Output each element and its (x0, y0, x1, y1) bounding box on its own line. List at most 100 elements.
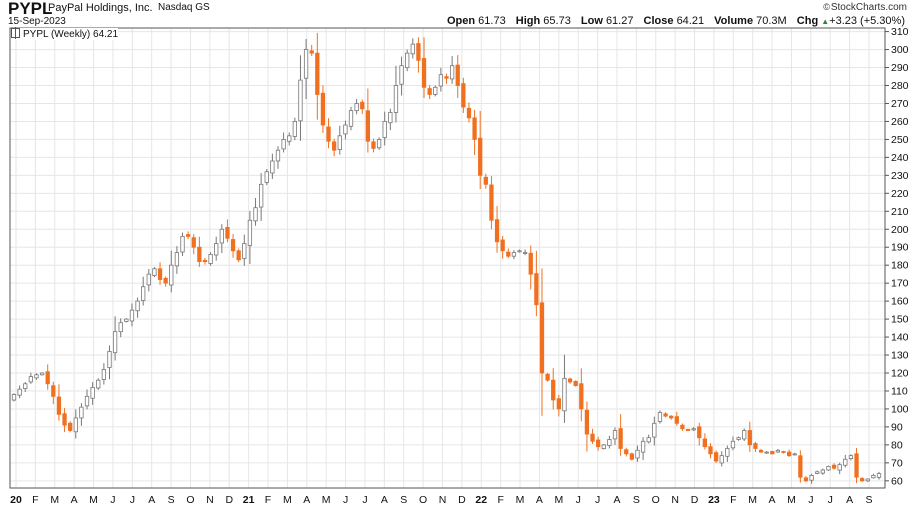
candle-body (264, 171, 269, 183)
y-tick-label: 100 (891, 403, 909, 415)
candle-body (629, 453, 634, 460)
candle-body (287, 135, 292, 142)
candle-body (826, 466, 831, 471)
candle-body (348, 110, 354, 127)
x-tick-label: A (769, 494, 776, 506)
candle-body (118, 322, 123, 333)
candle-body (573, 380, 578, 386)
candle-body (854, 453, 859, 478)
candle-body (219, 228, 224, 244)
x-axis: 20 F M A M J J A S O N D 21 F M A M J J A S O N D 22 F M A M J J A S O N D 2… (10, 494, 872, 506)
candle-body (702, 438, 708, 448)
x-tick-label: M (516, 494, 525, 506)
candle-body (792, 453, 797, 456)
open-value: 61.73 (478, 15, 506, 27)
candle-body (393, 85, 399, 113)
y-tick-label: 220 (891, 188, 909, 200)
candle-body (39, 372, 45, 376)
x-tick-label: D (225, 494, 233, 506)
x-tick-label: M (748, 494, 757, 506)
candle-body (270, 160, 275, 174)
change-label: Chg (796, 15, 819, 27)
candle-body (129, 309, 135, 322)
x-tick-label: F (497, 494, 503, 506)
candle-body (562, 377, 567, 412)
y-tick-label: 120 (891, 368, 909, 380)
candle-body (551, 379, 556, 401)
candle-body (646, 437, 651, 443)
y-axis: 60 70 80 90 100 110 120 130 140 150 160 170 180 190 20… (885, 26, 909, 487)
x-tick-label: J (343, 494, 348, 506)
candle-body (438, 74, 444, 87)
candle-body (590, 433, 595, 442)
candle-body (382, 121, 387, 138)
candle-body (107, 351, 112, 368)
y-tick-label: 190 (891, 242, 909, 254)
x-tick-label: S (400, 494, 407, 506)
candle-body (691, 428, 696, 431)
chart-date: 15-Sep-2023 (8, 16, 66, 27)
candle-body (152, 268, 157, 276)
candle-body (579, 383, 584, 410)
candle-body (781, 451, 786, 453)
candle-body (275, 149, 281, 162)
x-tick-label: N (206, 494, 214, 506)
candle-body (601, 444, 606, 449)
y-tick-label: 150 (891, 314, 909, 326)
candle-body (567, 378, 573, 383)
candle-body (84, 395, 90, 407)
x-tick-label: M (787, 494, 796, 506)
candle-body (455, 64, 460, 86)
y-tick-label: 250 (891, 134, 909, 146)
candle-body (376, 139, 382, 149)
candle-body (405, 52, 410, 69)
candle-body (798, 455, 803, 478)
candle-body (747, 430, 752, 446)
candle-body (618, 428, 623, 449)
candle-body (522, 252, 528, 255)
y-tick-label: 60 (891, 475, 903, 487)
chart-legend: PYPL (Weekly) 64.21 (11, 27, 119, 40)
y-tick-label: 310 (891, 26, 909, 38)
candle-body (528, 252, 533, 275)
candle-body (180, 236, 185, 253)
y-tick-label: 200 (891, 224, 909, 236)
chart-grid (10, 28, 885, 488)
x-tick-label: F (730, 494, 736, 506)
candle-body (388, 112, 393, 124)
candle-body (708, 446, 713, 455)
candle-body (242, 243, 247, 259)
company-name: PayPal Holdings, Inc. (48, 2, 153, 14)
x-tick-label: M (89, 494, 98, 506)
x-tick-label: S (168, 494, 175, 506)
candle-body (831, 464, 837, 469)
x-tick-label: O (419, 494, 427, 506)
y-tick-label: 260 (891, 116, 909, 128)
y-tick-label: 170 (891, 278, 909, 290)
ticker-symbol: PYPL (8, 0, 53, 18)
y-tick-label: 110 (891, 385, 908, 397)
candle-body (292, 121, 297, 137)
candle-body (697, 426, 702, 439)
candle-body (28, 376, 33, 383)
candle-body (185, 234, 191, 237)
candle-body (157, 268, 163, 280)
triangle-up-icon: ▲ (821, 17, 830, 26)
candle-body (163, 277, 168, 284)
candle-body (680, 424, 685, 430)
candle-body (410, 43, 415, 55)
low-value: 61.27 (605, 15, 634, 27)
chart-header: PYPL PayPal Holdings, Inc. Nasdaq GS 15-… (0, 0, 913, 28)
high-value: 65.73 (543, 15, 571, 27)
ohlc-summary: Open 61.73 High 65.73 Low 61.27 Close 64… (447, 15, 905, 27)
low-label: Low (580, 15, 603, 27)
candle-body (876, 473, 882, 478)
candle-body (820, 469, 825, 474)
candle-body (399, 65, 404, 85)
open-label: Open (446, 15, 476, 27)
candle-body (803, 477, 809, 482)
candle-body (584, 409, 590, 435)
candle-body (871, 475, 876, 479)
brand-logo[interactable]: ©StockCharts.com (823, 2, 907, 13)
